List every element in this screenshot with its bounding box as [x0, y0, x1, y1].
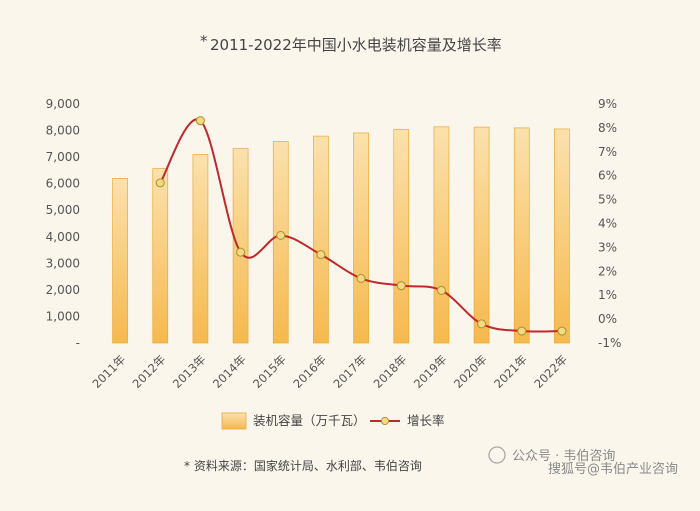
bar [313, 135, 329, 344]
x-tick-label: 2015年 [250, 352, 289, 391]
legend: 装机容量（万千瓦） 增长率 [221, 412, 445, 430]
y-right-tick-label: 0% [598, 312, 617, 326]
x-tick-label: 2020年 [451, 352, 490, 391]
x-tick-label: 2017年 [330, 352, 369, 391]
chart-title: 2011-2022年中国小水电装机容量及增长率 [210, 36, 502, 54]
y-right-tick-label: 4% [598, 217, 617, 231]
line-point [316, 250, 326, 260]
watermark-line2: 搜狐号@韦伯产业咨询 [548, 462, 678, 477]
line-point [276, 230, 286, 240]
x-tick-label: 2012年 [130, 352, 169, 391]
y-right-tick-label: -1% [598, 336, 621, 350]
watermark-line1: 公众号 · 韦伯咨询 [512, 449, 615, 464]
bar [192, 154, 209, 344]
line-point [236, 247, 246, 257]
y-right-tick-label: 8% [598, 121, 617, 135]
line-series [155, 116, 567, 336]
line-point [155, 178, 165, 188]
legend-bar-label: 装机容量（万千瓦） [253, 413, 366, 428]
x-tick-label: 2011年 [89, 352, 128, 391]
y-left-tick-label: 8,000 [46, 124, 80, 138]
bar-series [112, 126, 570, 344]
y-left-tick-label: 6,000 [46, 177, 80, 191]
y-right-tick-label: 1% [598, 288, 617, 302]
bar [232, 148, 249, 344]
line-point [356, 273, 366, 284]
y-right-tick-label: 7% [598, 145, 617, 159]
bar [152, 168, 169, 344]
y-left-tick-label: 9,000 [46, 97, 80, 111]
bar [272, 141, 289, 344]
legend-line-marker [380, 416, 390, 426]
y-right-tick-label: 9% [598, 97, 617, 111]
y-left-tick-label: 5,000 [46, 203, 80, 217]
y-left-tick-label: 4,000 [46, 230, 80, 244]
y-right-tick-label: 3% [598, 240, 617, 254]
legend-bar-swatch [221, 412, 247, 430]
y-left-tick-label: 1,000 [46, 309, 80, 323]
x-tick-label: 2018年 [371, 352, 410, 391]
x-tick-label: 2019年 [411, 352, 450, 391]
line-point [517, 326, 527, 336]
y-left-tick-label: 3,000 [46, 256, 80, 270]
bar [473, 126, 490, 344]
growth-line [159, 118, 562, 333]
line-point [477, 319, 487, 329]
line-point [436, 285, 446, 295]
line-point [557, 326, 567, 336]
x-tick-label: 2021年 [491, 352, 530, 391]
x-axis: 2011年 2012年 2013年 2014年 2015年 2016年 2017年 2018年… [89, 352, 570, 391]
y-axis-left: - 1,000 2,000 3,000 4,000 5,000 6,000 7,000 8,00… [46, 97, 80, 350]
wechat-icon [488, 446, 506, 464]
x-tick-label: 2022年 [531, 352, 570, 391]
y-left-tick-label: 2,000 [46, 283, 80, 297]
watermark: 公众号 · 韦伯咨询 搜狐号@韦伯产业咨询 [488, 446, 678, 477]
line-point [195, 116, 205, 126]
line-point [396, 281, 406, 291]
bar [554, 128, 570, 344]
bar [353, 132, 369, 344]
source-note: * 资料来源：国家统计局、水利部、韦伯咨询 [184, 458, 422, 473]
x-tick-label: 2013年 [170, 352, 209, 391]
y-right-tick-label: 6% [598, 169, 617, 183]
y-right-tick-label: 2% [598, 264, 617, 278]
bar [393, 129, 410, 344]
bar [112, 178, 128, 344]
y-left-tick-label: 7,000 [46, 150, 80, 164]
y-right-tick-label: 5% [598, 193, 617, 207]
bar [513, 127, 530, 344]
x-tick-label: 2016年 [290, 352, 329, 391]
chart-title-marker: * [200, 32, 208, 50]
y-left-tick-label: - [76, 336, 80, 350]
legend-line-label: 增长率 [407, 413, 445, 428]
bar [433, 126, 450, 344]
x-tick-label: 2014年 [210, 352, 249, 391]
y-axis-right: -1% 0% 1% 2% 3% 4% 5% 6% 7% 8% 9% [598, 97, 621, 350]
